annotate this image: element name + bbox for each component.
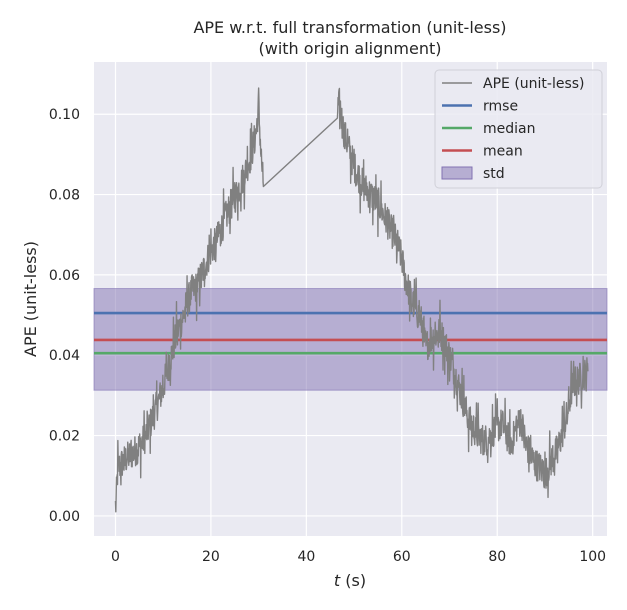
legend-swatch-std: [441, 166, 473, 180]
x-tick-label: 80: [488, 549, 506, 565]
y-tick-label: 0.02: [49, 429, 80, 445]
stat-lines: [94, 311, 607, 355]
chart-title: APE w.r.t. full transformation (unit-les…: [193, 18, 506, 37]
ape-series-line: [114, 87, 589, 513]
legend-label: rmse: [483, 99, 518, 115]
ape-series-layer: [114, 87, 589, 513]
y-tick-label: 0.00: [49, 509, 80, 525]
x-axis-label-unit: (s): [340, 571, 366, 590]
x-tick-label: 40: [297, 549, 315, 565]
legend-box: [434, 69, 603, 189]
x-axis-label: t (s): [334, 571, 366, 590]
y-axis-label: APE (unit-less): [21, 241, 40, 357]
x-axis-label-var: t: [334, 571, 341, 590]
y-tick-label: 0.10: [49, 107, 80, 123]
y-tick-label: 0.04: [49, 348, 80, 364]
y-tick-label: 0.08: [49, 188, 80, 204]
x-tick-label: 20: [202, 549, 220, 565]
legend: APE (unit-less) rmse median mean std: [434, 69, 603, 189]
legend-label: median: [483, 121, 535, 137]
legend-label: mean: [483, 144, 523, 160]
y-tick-label: 0.06: [49, 268, 80, 284]
chart-subtitle: (with origin alignment): [259, 39, 442, 58]
legend-label: std: [483, 166, 505, 182]
x-tick-label: 60: [393, 549, 411, 565]
legend-label: APE (unit-less): [483, 76, 585, 92]
tick-labels: 0 20 40 60 80 100 0.00 0.02 0.04 0.06 0.08 0.10: [49, 107, 606, 565]
x-tick-label: 0: [111, 549, 120, 565]
x-tick-label: 100: [579, 549, 606, 565]
